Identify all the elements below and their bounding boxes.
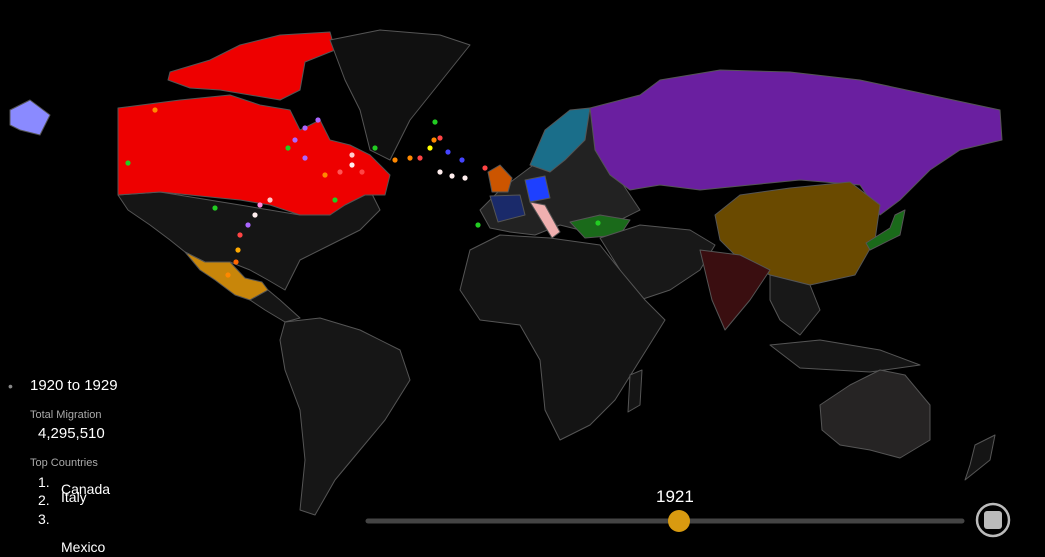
migration-dot: [225, 272, 231, 278]
bullet: •: [8, 378, 13, 394]
rank: 2.: [38, 492, 50, 508]
migration-dot: [482, 165, 488, 171]
migration-dot: [427, 145, 433, 151]
migration-dots: [125, 107, 601, 278]
migration-dot: [407, 155, 413, 161]
madagascar: [627, 369, 643, 413]
migration-dot: [252, 212, 258, 218]
alaska: [9, 99, 51, 136]
migration-dot: [372, 145, 378, 151]
scandinavia: [529, 107, 591, 173]
migration-dot: [125, 160, 131, 166]
uk: [487, 164, 513, 193]
migration-dot: [315, 117, 321, 123]
migration-dot: [257, 202, 263, 208]
migration-dot: [349, 152, 355, 158]
period: 1920 to 1929: [30, 377, 118, 394]
africa: [459, 234, 666, 441]
migration-dot: [449, 173, 455, 179]
germany: [524, 175, 551, 203]
country-name: Mexico: [61, 539, 106, 555]
new-zealand: [964, 434, 996, 481]
migration-dot: [595, 220, 601, 226]
migration-dot: [437, 169, 443, 175]
migration-dot: [445, 149, 451, 155]
greenland: [329, 29, 471, 161]
migration-dot: [349, 162, 355, 168]
turkey: [569, 214, 631, 239]
migration-dot: [302, 125, 308, 131]
migration-dot: [337, 169, 343, 175]
slider-year: 1921: [656, 487, 694, 506]
country-name: Canada: [61, 481, 111, 497]
migration-dot: [322, 172, 328, 178]
migration-dot: [392, 157, 398, 163]
stop-icon: [984, 511, 1002, 529]
canada: [117, 94, 391, 216]
migration-dot: [235, 247, 241, 253]
migration-dot: [459, 157, 465, 163]
migration-dot: [462, 175, 468, 181]
canada-islands: [167, 31, 336, 101]
migration-dot: [245, 222, 251, 228]
south-america: [279, 317, 411, 516]
migration-dot: [431, 137, 437, 143]
france: [489, 194, 526, 223]
country-name: Italy: [61, 489, 87, 505]
migration-dot: [285, 145, 291, 151]
migration-dot: [152, 107, 158, 113]
migration-dot: [437, 135, 443, 141]
migration-dot: [332, 197, 338, 203]
migration-dot: [417, 155, 423, 161]
migration-dot: [292, 137, 298, 143]
migration-dot: [432, 119, 438, 125]
india: [699, 249, 771, 331]
stop-button[interactable]: [975, 502, 1011, 538]
slider-thumb[interactable]: [668, 510, 690, 532]
southeast-asia: [769, 274, 821, 336]
migration-dot: [475, 222, 481, 228]
central-america: [249, 289, 301, 323]
migration-dot: [359, 169, 365, 175]
australia: [819, 369, 931, 459]
russia: [589, 69, 1003, 216]
migration-dot: [212, 205, 218, 211]
total-value: 4,295,510: [38, 425, 105, 442]
japan: [865, 209, 906, 251]
migration-dot: [302, 155, 308, 161]
rank: 1.: [38, 474, 50, 490]
top-label: Top Countries: [30, 457, 98, 469]
migration-dot: [237, 232, 243, 238]
total-label: Total Migration: [30, 409, 102, 421]
rank: 3.: [38, 511, 50, 527]
indonesia: [769, 339, 921, 373]
italy: [529, 201, 561, 239]
migration-dot: [233, 259, 239, 265]
migration-dot: [267, 197, 273, 203]
